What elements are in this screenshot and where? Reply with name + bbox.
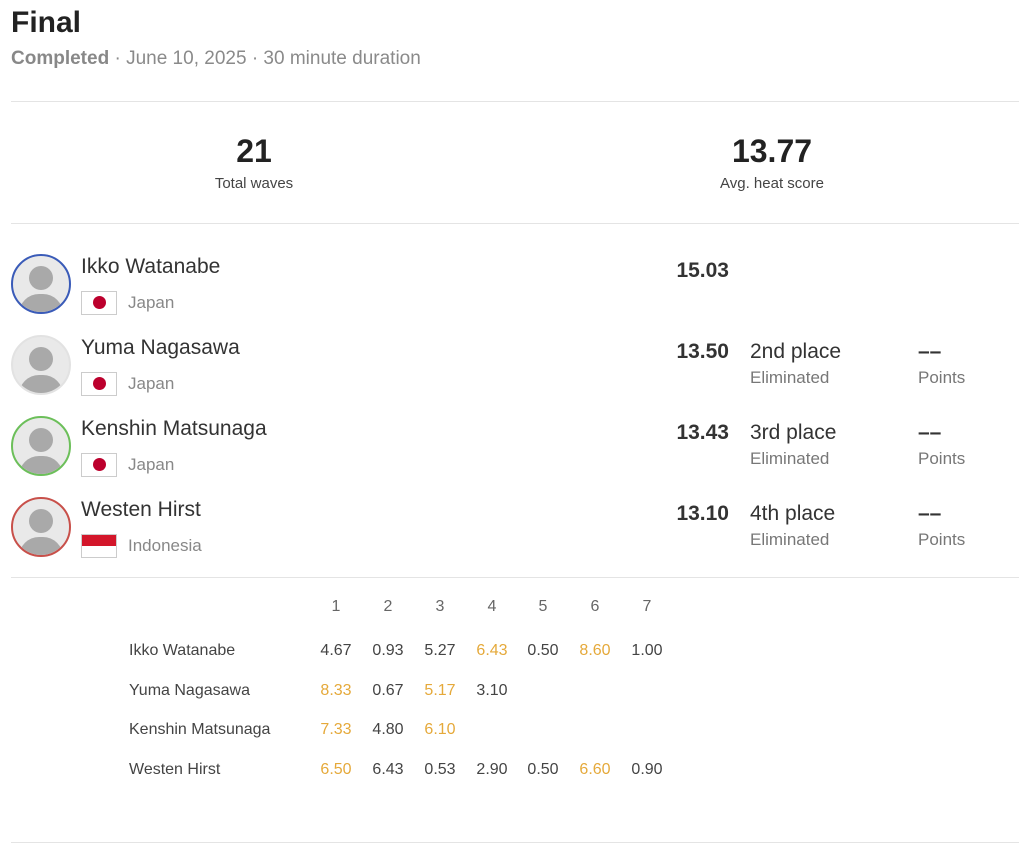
surfer-status: Eliminated: [750, 368, 830, 387]
heat-status: Completed: [11, 48, 110, 69]
points-label: Points: [918, 368, 966, 387]
surfer-country: Japan: [128, 374, 175, 393]
wave-score: 0.53: [424, 760, 456, 778]
wave-score: 0.93: [372, 642, 404, 659]
avatar: [11, 416, 71, 476]
flag: [81, 291, 117, 315]
wave-score: 8.60: [579, 642, 611, 659]
surfer-name: Kenshin Matsunaga: [81, 417, 267, 440]
points-label: Points: [918, 449, 966, 468]
wave-score: 6.50: [320, 760, 352, 778]
row-name: Westen Hirst: [129, 760, 221, 778]
surfer-points: ––: [918, 502, 942, 525]
wave-score: 3.10: [476, 681, 508, 699]
surfer-country: Indonesia: [128, 536, 202, 555]
stat-label: Avg. heat score: [720, 175, 824, 192]
heat-date: June 10, 2025: [126, 48, 247, 69]
surfer-score: 13.10: [676, 502, 729, 525]
wave-score: 6.43: [372, 760, 404, 778]
separator: ·: [114, 48, 121, 69]
surfer-country: Japan: [128, 455, 175, 474]
wave-score: 4.67: [320, 642, 352, 659]
column-header: 6: [590, 598, 600, 615]
wave-score: 7.33: [320, 721, 352, 738]
stat-value: 13.77: [731, 133, 813, 169]
stat-value: 21: [236, 133, 272, 169]
surfer-place: 3rd place: [750, 421, 837, 444]
wave-score: 0.50: [527, 642, 559, 659]
surfer-points: ––: [918, 421, 942, 444]
wave-score: 6.43: [476, 642, 508, 659]
row-name: Ikko Watanabe: [129, 642, 236, 659]
column-header: 2: [383, 598, 393, 615]
row-name: Kenshin Matsunaga: [129, 721, 271, 738]
flag: [81, 534, 117, 558]
flag: [81, 453, 117, 477]
surfer-name: Ikko Watanabe: [81, 255, 221, 278]
wave-score: 8.33: [320, 681, 352, 699]
column-header: 3: [435, 598, 445, 615]
surfer-place: 2nd place: [750, 340, 842, 363]
stat-label: Total waves: [214, 175, 294, 192]
wave-score: 2.90: [476, 760, 508, 778]
wave-score: 0.50: [527, 760, 559, 778]
avatar: [11, 497, 71, 557]
heat-duration: 30 minute duration: [263, 48, 421, 69]
heat-subtitle: Completed · June 10, 2025 · 30 minute du…: [11, 48, 421, 70]
surfer-name: Yuma Nagasawa: [81, 336, 240, 359]
column-header: 4: [487, 598, 497, 615]
surfer-place: 4th place: [750, 502, 836, 525]
wave-score: 5.27: [424, 642, 456, 659]
avatar: [11, 335, 71, 395]
surfer-status: Eliminated: [750, 530, 830, 549]
surfer-score: 13.50: [676, 340, 729, 363]
surfer-status: Eliminated: [750, 449, 830, 468]
wave-score: 6.60: [579, 760, 611, 778]
points-label: Points: [918, 530, 966, 549]
column-header: 5: [538, 598, 548, 615]
column-header: 1: [331, 598, 341, 615]
surfer-score: 13.43: [676, 421, 729, 444]
heat-title: Final: [11, 6, 82, 39]
avatar: [11, 254, 71, 314]
wave-score: 5.17: [424, 681, 456, 699]
divider: [11, 842, 1019, 843]
divider: [11, 223, 1019, 224]
divider: [11, 577, 1019, 578]
wave-score: 1.00: [631, 642, 663, 659]
column-header: 7: [642, 598, 652, 615]
wave-score: 0.90: [631, 760, 663, 778]
wave-score: 0.67: [372, 681, 404, 699]
surfer-country: Japan: [128, 293, 175, 312]
wave-score: 6.10: [424, 721, 456, 738]
row-name: Yuma Nagasawa: [129, 681, 250, 699]
flag: [81, 372, 117, 396]
surfer-points: ––: [918, 340, 942, 363]
separator: ·: [251, 48, 259, 69]
divider: [11, 101, 1019, 102]
surfer-name: Westen Hirst: [81, 498, 201, 521]
surfer-score: 15.03: [676, 259, 729, 282]
wave-score: 4.80: [372, 721, 404, 738]
